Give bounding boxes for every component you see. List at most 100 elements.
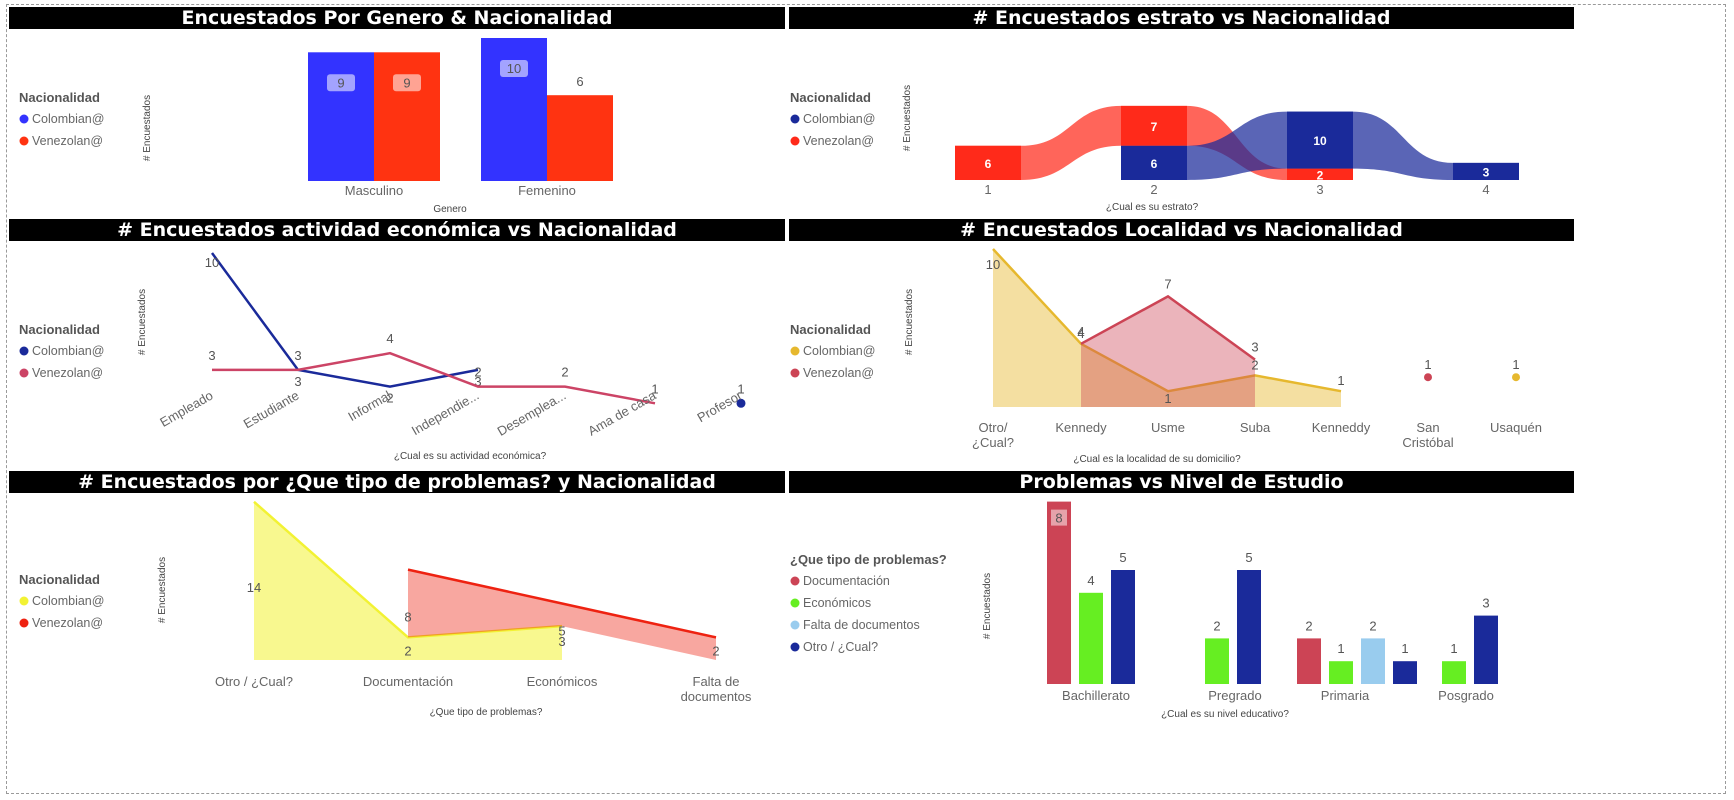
point <box>1512 373 1520 382</box>
data-label: 1 <box>651 381 658 396</box>
bar <box>1393 661 1417 684</box>
x-tick-label: Pregrado <box>1208 688 1261 703</box>
panel-title-bar <box>789 219 1574 241</box>
data-label: 6 <box>576 74 583 89</box>
legend-item: Colombian@ <box>32 112 104 126</box>
point <box>736 398 746 408</box>
area-colombian <box>993 249 1341 407</box>
data-label: 1 <box>1512 357 1519 372</box>
x-tick-label: Documentación <box>363 674 453 689</box>
panel-title-bar <box>9 7 785 29</box>
panel-title: # Encuestados por ¿Que tipo de problemas… <box>78 471 716 493</box>
panel-title: # Encuestados Localidad vs Nacionalidad <box>960 219 1403 241</box>
data-label: 4 <box>386 331 393 346</box>
data-label: 2 <box>561 365 568 380</box>
data-label: 10 <box>205 255 219 270</box>
x-tick-label: Informal <box>345 388 393 425</box>
legend-title: ¿Que tipo de problemas? <box>790 552 947 567</box>
x-tick-label: Posgrado <box>1438 688 1494 703</box>
legend-item: Falta de documentos <box>803 618 920 632</box>
data-label: 1 <box>1164 391 1171 406</box>
data-label: 3 <box>474 374 481 389</box>
bar <box>374 52 440 181</box>
y-axis-label: # Encuestados <box>142 95 153 161</box>
line-colombian <box>210 252 479 388</box>
data-label: 8 <box>404 610 411 625</box>
data-label-box <box>1051 509 1067 526</box>
bar <box>1121 145 1187 180</box>
x-tick-label: Kenneddy <box>1312 420 1371 435</box>
bar <box>1361 638 1385 684</box>
data-label: 3 <box>558 634 565 649</box>
data-label: 2 <box>712 643 719 658</box>
panel-title: # Encuestados actividad económica vs Nac… <box>117 219 677 241</box>
bar <box>1237 570 1261 684</box>
x-tick-label: Empleado <box>157 388 215 430</box>
data-label: 2 <box>1305 618 1312 633</box>
legend-marker <box>790 620 800 630</box>
line-colombian <box>992 248 1342 393</box>
legend-title: Nacionalidad <box>19 322 100 337</box>
legend-marker <box>790 114 800 124</box>
panel-title-bar <box>789 7 1574 29</box>
legend-marker <box>19 596 29 606</box>
x-tick-label: 3 <box>1316 182 1323 197</box>
bar <box>1287 168 1353 180</box>
y-axis-label: # Encuestados <box>157 557 168 623</box>
y-axis-label: # Encuestados <box>137 289 148 355</box>
bar <box>1474 615 1498 684</box>
x-tick-label: Suba <box>1240 420 1271 435</box>
data-label: 10 <box>986 257 1000 272</box>
x-tick-label: Bachillerato <box>1062 688 1130 703</box>
y-axis-label: # Encuestados <box>902 85 913 151</box>
x-axis-label: ¿Que tipo de problemas? <box>430 707 543 718</box>
x-tick-label: Femenino <box>518 183 576 198</box>
data-label: 2 <box>1317 168 1324 182</box>
x-tick-label: Otro / ¿Cual? <box>215 674 293 689</box>
x-tick-label: Estudiante <box>241 388 302 432</box>
data-label: 6 <box>1151 157 1158 171</box>
legend-item: Documentación <box>803 574 890 588</box>
x-tick-label: San Cristóbal <box>1402 420 1453 450</box>
bar <box>1442 661 1466 684</box>
x-tick-label: Ama de casa <box>585 387 659 438</box>
x-axis-label: ¿Cual es su actividad económica? <box>394 451 547 462</box>
legend-item: Venezolan@ <box>803 134 874 148</box>
x-tick-label: Económicos <box>527 674 598 689</box>
data-label: 4 <box>1077 324 1084 339</box>
legend-marker <box>19 136 29 146</box>
data-label: 7 <box>1164 276 1171 291</box>
bar <box>481 38 547 181</box>
legend-item: Venezolan@ <box>803 366 874 380</box>
panel-title-bar <box>9 471 785 493</box>
legend-item: Venezolan@ <box>32 616 103 630</box>
data-label: 7 <box>1151 120 1158 134</box>
data-label: 2 <box>404 643 411 658</box>
data-label: 1 <box>737 381 744 396</box>
area-venezolan <box>408 569 716 660</box>
legend-title: Nacionalidad <box>19 572 100 587</box>
x-tick-label: Desemplea... <box>495 388 569 439</box>
x-tick-label: Profesor <box>694 387 745 425</box>
x-tick-label: Masculino <box>345 183 404 198</box>
panel-title: # Encuestados estrato vs Nacionalidad <box>973 7 1391 29</box>
data-label: 1 <box>1337 641 1344 656</box>
data-label: 9 <box>337 75 344 90</box>
x-tick-label: Usme <box>1151 420 1185 435</box>
x-tick-label: Falta de documentos <box>681 674 752 704</box>
data-label: 1 <box>1424 357 1431 372</box>
y-axis-label: # Encuestados <box>904 289 915 355</box>
y-axis-label: # Encuestados <box>982 573 993 639</box>
bar <box>1121 105 1187 146</box>
data-label: 3 <box>294 348 301 363</box>
x-tick-label: Kennedy <box>1055 420 1107 435</box>
data-label: 2 <box>1369 618 1376 633</box>
data-label-box <box>393 74 421 92</box>
x-tick-label: 4 <box>1482 182 1489 197</box>
dashboard-frame <box>6 4 1726 794</box>
x-axis-label: ¿Cual es su estrato? <box>1106 202 1199 213</box>
legend-marker <box>19 368 29 378</box>
data-label: 5 <box>1245 550 1252 565</box>
data-label: 5 <box>558 624 565 639</box>
